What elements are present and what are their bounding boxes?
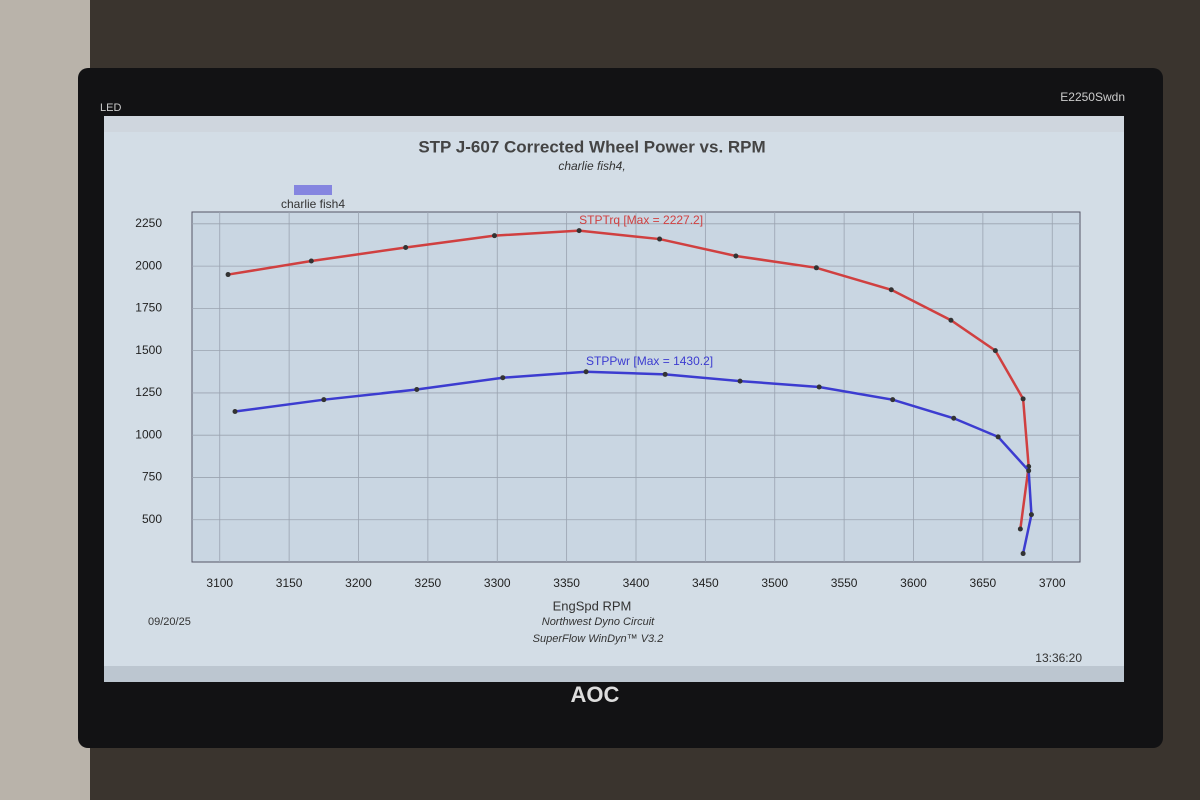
data-point [995, 434, 1001, 440]
legend-label: charlie fish4 [281, 197, 345, 211]
footer-shop: Northwest Dyno Circuit [542, 616, 655, 628]
x-tick-label: 3100 [206, 576, 233, 590]
title-bar [104, 116, 1124, 132]
x-tick-label: 3700 [1039, 576, 1066, 590]
led-label: LED [100, 102, 121, 114]
data-point [948, 317, 954, 323]
footer-date: 09/20/25 [148, 616, 191, 628]
chart-title: STP J-607 Corrected Wheel Power vs. RPM [418, 137, 765, 156]
data-point [414, 387, 420, 393]
data-point [232, 409, 238, 415]
y-tick-label: 2250 [135, 216, 162, 230]
x-tick-label: 3350 [553, 576, 580, 590]
y-tick-label: 1750 [135, 301, 162, 315]
x-tick-label: 3650 [970, 576, 997, 590]
data-point [583, 369, 589, 375]
data-point [888, 287, 894, 293]
data-point [491, 233, 497, 239]
x-tick-label: 3450 [692, 576, 719, 590]
x-tick-label: 3200 [345, 576, 372, 590]
data-point [1020, 396, 1026, 402]
footer-time: 13:36:20 [1035, 651, 1082, 665]
x-axis-label: EngSpd RPM [553, 598, 632, 613]
data-point [500, 375, 506, 381]
data-point [403, 245, 409, 251]
x-tick-label: 3600 [900, 576, 927, 590]
taskbar [104, 666, 1124, 682]
max-annotation: STPTrq [Max = 2227.2] [579, 213, 703, 227]
y-tick-label: 1500 [135, 343, 162, 357]
x-tick-label: 3400 [623, 576, 650, 590]
series-line [227, 229, 1030, 530]
y-tick-label: 1250 [135, 385, 162, 399]
y-tick-label: 1000 [135, 427, 162, 441]
data-point [662, 371, 668, 377]
data-point [321, 397, 327, 403]
data-point [657, 236, 663, 242]
wall [0, 0, 90, 800]
data-point [737, 378, 743, 384]
legend-swatch [294, 185, 332, 195]
chart-subtitle: charlie fish4, [558, 159, 625, 173]
series-line [234, 370, 1033, 554]
data-point [1026, 468, 1032, 474]
data-point [1017, 526, 1023, 532]
max-annotation: STPPwr [Max = 1430.2] [586, 354, 713, 368]
x-tick-label: 3500 [761, 576, 788, 590]
data-point [308, 258, 314, 264]
x-tick-label: 3550 [831, 576, 858, 590]
model-label: E2250Swdn [1060, 90, 1125, 104]
footer-software: SuperFlow WinDyn™ V3.2 [533, 633, 664, 645]
data-point [576, 228, 582, 234]
data-point [951, 415, 957, 421]
data-point [733, 253, 739, 259]
x-tick-label: 3300 [484, 576, 511, 590]
y-tick-label: 500 [142, 512, 162, 526]
x-tick-label: 3250 [415, 576, 442, 590]
data-point [1028, 512, 1034, 518]
data-point [1020, 551, 1026, 557]
data-point [813, 265, 819, 271]
y-tick-label: 2000 [135, 258, 162, 272]
y-tick-label: 750 [142, 470, 162, 484]
brand-label: AOC [571, 682, 620, 707]
data-point [890, 397, 896, 403]
x-tick-label: 3150 [276, 576, 303, 590]
data-point [816, 384, 822, 390]
data-point [225, 272, 231, 278]
data-point [992, 348, 998, 354]
